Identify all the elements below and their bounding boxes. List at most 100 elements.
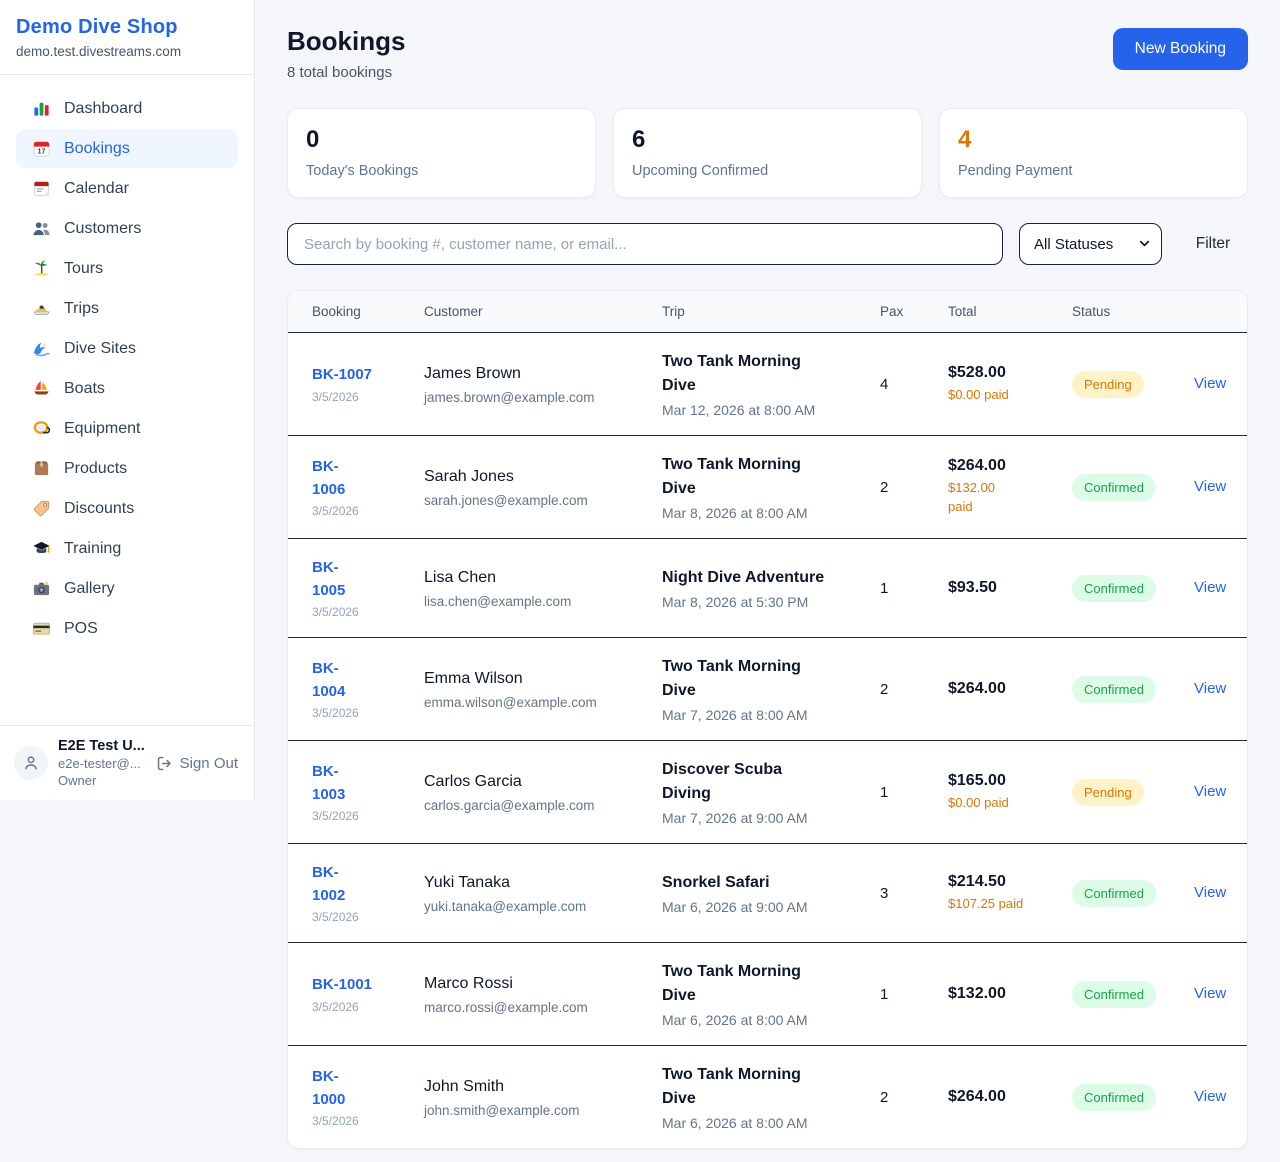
trip-datetime: Mar 12, 2026 at 8:00 AM [662, 402, 816, 418]
view-link[interactable]: View [1194, 985, 1227, 1002]
customer-email: yuki.tanaka@example.com [424, 898, 587, 914]
status-badge: Confirmed [1072, 574, 1156, 602]
total-amount: $528.00 [948, 363, 1006, 381]
view-link[interactable]: View [1194, 579, 1227, 596]
customer-email: sarah.jones@example.com [424, 492, 588, 508]
view-link[interactable]: View [1194, 375, 1227, 392]
sidebar-item-products[interactable]: Products [16, 449, 238, 488]
package-box-icon [32, 459, 51, 478]
customer-name: Emma Wilson [424, 670, 523, 688]
stat-value: 0 [306, 126, 320, 153]
trip-name: Night Dive Adventure [662, 569, 825, 586]
status-filter-select[interactable]: All Statuses [1019, 223, 1162, 265]
booking-id-link[interactable]: BK-1007 [312, 366, 373, 384]
booking-date: 3/5/2026 [312, 605, 359, 619]
brand-block: Demo Dive Shop demo.test.divestreams.com [0, 0, 254, 75]
sidebar-item-label: Bookings [64, 139, 130, 157]
booking-date: 3/5/2026 [312, 999, 359, 1014]
pax-count: 1 [880, 783, 889, 801]
new-booking-button[interactable]: New Booking [1112, 28, 1248, 70]
diving-mask-icon [32, 419, 51, 438]
filter-button[interactable]: Filter [1178, 235, 1248, 253]
col-status: Status [1072, 304, 1111, 319]
paid-amount: $107.25 paid [948, 895, 1024, 911]
col-total: Total [948, 304, 977, 319]
col-booking: Booking [312, 304, 361, 319]
view-link[interactable]: View [1194, 680, 1227, 697]
view-link[interactable]: View [1194, 884, 1227, 901]
pax-count: 1 [880, 985, 889, 1003]
sidebar-item-label: Tours [64, 259, 104, 277]
sidebar-item-customers[interactable]: Customers [16, 209, 238, 248]
booking-id-link[interactable]: BK- 1000 [312, 1068, 346, 1108]
sidebar-item-tours[interactable]: Tours [16, 249, 238, 288]
trip-name: Discover Scuba Diving [662, 761, 783, 802]
tear-calendar-icon [32, 179, 51, 198]
booking-id-link[interactable]: BK- 1004 [312, 660, 346, 700]
pax-count: 2 [880, 478, 889, 496]
sidebar-item-dive-sites[interactable]: Dive Sites [16, 329, 238, 368]
total-amount: $165.00 [948, 771, 1006, 789]
booking-id-link[interactable]: BK-1001 [312, 976, 373, 994]
status-badge: Confirmed [1072, 675, 1156, 703]
search-input[interactable] [287, 223, 1003, 265]
col-customer: Customer [424, 304, 483, 319]
trip-datetime: Mar 6, 2026 at 9:00 AM [662, 899, 808, 915]
user-info: E2E Test U... e2e-tester@... Owner [58, 738, 146, 788]
paid-amount: $132.00 paid [948, 480, 995, 514]
sidebar-item-label: Training [64, 539, 122, 557]
booking-id-link[interactable]: BK- 1005 [312, 559, 346, 599]
trip-name: Two Tank Morning Dive [662, 658, 801, 699]
table-row: BK- 1002 3/5/2026 Yuki Tanaka yuki.tanak… [288, 844, 1247, 943]
avatar [14, 746, 48, 780]
view-link[interactable]: View [1194, 783, 1227, 800]
trip-name: Two Tank Morning Dive [662, 963, 801, 1004]
pax-count: 1 [880, 579, 889, 597]
brand-domain: demo.test.divestreams.com [16, 44, 182, 59]
booking-id-link[interactable]: BK- 1006 [312, 458, 346, 498]
speedboat-icon [32, 299, 51, 318]
trip-datetime: Mar 8, 2026 at 5:30 PM [662, 594, 809, 610]
total-amount: $264.00 [948, 1088, 1006, 1105]
sidebar-item-boats[interactable]: Boats [16, 369, 238, 408]
sidebar-item-dashboard[interactable]: Dashboard [16, 89, 238, 128]
view-link[interactable]: View [1194, 478, 1227, 495]
sidebar-user-footer: E2E Test U... e2e-tester@... Owner Sign … [0, 725, 254, 800]
table-row: BK- 1000 3/5/2026 John Smith john.smith@… [288, 1046, 1247, 1148]
sidebar-item-discounts[interactable]: Discounts [16, 489, 238, 528]
customer-name: Sarah Jones [424, 468, 514, 486]
sidebar-item-gallery[interactable]: Gallery [16, 569, 238, 608]
total-amount: $264.00 [948, 457, 1006, 475]
stat-card: 6 Upcoming Confirmed [613, 108, 922, 198]
col-pax: Pax [880, 304, 904, 319]
table-body: BK-1007 3/5/2026 James Brown james.brown… [288, 333, 1247, 1148]
customer-name: Carlos Garcia [424, 773, 522, 791]
credit-card-icon [32, 619, 51, 638]
sidebar-item-label: Equipment [64, 419, 141, 437]
total-amount: $264.00 [948, 680, 1006, 697]
sidebar-item-training[interactable]: Training [16, 529, 238, 568]
table-row: BK-1001 3/5/2026 Marco Rossi marco.rossi… [288, 943, 1247, 1046]
sign-out-button[interactable]: Sign Out [156, 755, 240, 772]
sidebar-item-equipment[interactable]: Equipment [16, 409, 238, 448]
booking-date: 3/5/2026 [312, 1114, 359, 1128]
sidebar-item-pos[interactable]: POS [16, 609, 238, 648]
total-amount: $214.50 [948, 872, 1006, 890]
status-badge: Confirmed [1072, 1083, 1156, 1111]
stats-cards: 0 Today's Bookings 6 Upcoming Confirmed … [287, 108, 1248, 198]
sidebar-item-calendar[interactable]: Calendar [16, 169, 238, 208]
sidebar-item-bookings[interactable]: 17 Bookings [16, 129, 238, 168]
main-content: Bookings 8 total bookings New Booking 0 … [255, 0, 1280, 1149]
booking-id-link[interactable]: BK- 1003 [312, 763, 346, 803]
sidebar: Demo Dive Shop demo.test.divestreams.com… [0, 0, 255, 800]
stat-value: 4 [958, 126, 972, 153]
pax-count: 2 [880, 1088, 889, 1106]
booking-id-link[interactable]: BK- 1002 [312, 864, 346, 904]
sidebar-item-trips[interactable]: Trips [16, 289, 238, 328]
view-link[interactable]: View [1194, 1088, 1227, 1105]
col-trip: Trip [662, 304, 685, 319]
filter-row: All Statuses Filter [287, 223, 1248, 265]
trip-name: Snorkel Safari [662, 874, 770, 891]
customer-email: emma.wilson@example.com [424, 694, 597, 710]
sidebar-item-label: Trips [64, 299, 99, 317]
